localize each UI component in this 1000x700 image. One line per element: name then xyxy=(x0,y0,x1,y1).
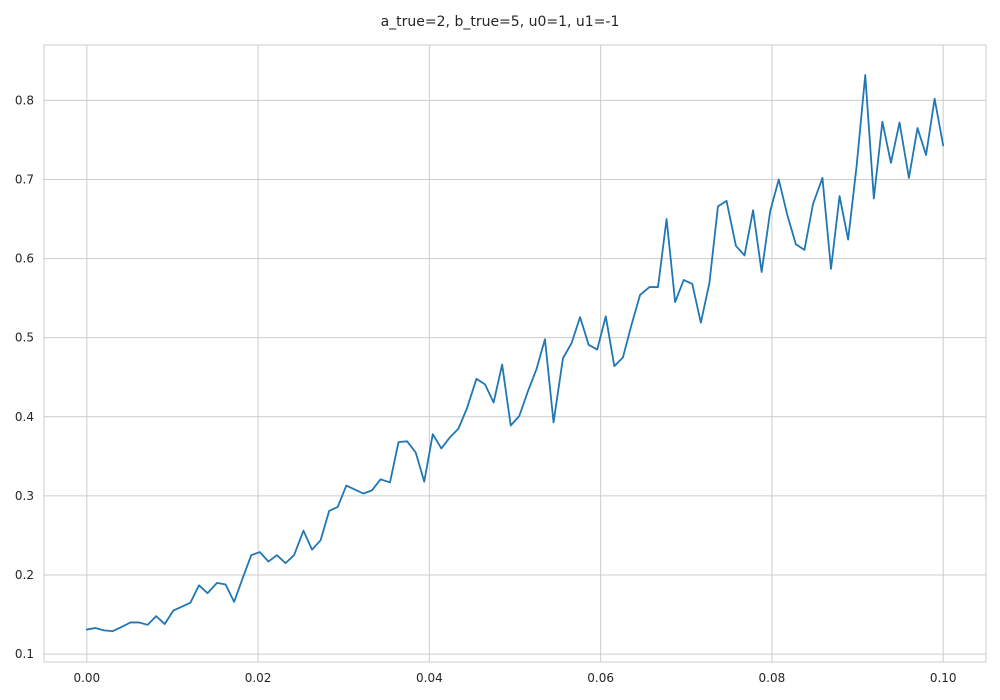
series-line xyxy=(85,74,945,633)
x-tick-label: 0.04 xyxy=(416,671,443,685)
x-tick-label: 0.00 xyxy=(73,671,100,685)
x-tick-label: 0.08 xyxy=(759,671,786,685)
y-tick-label: 0.3 xyxy=(15,489,34,503)
x-tick-label: 0.02 xyxy=(245,671,272,685)
y-tick-label: 0.2 xyxy=(15,568,34,582)
y-tick-label: 0.5 xyxy=(15,331,34,345)
x-tick-label: 0.06 xyxy=(587,671,614,685)
y-tick-label: 0.1 xyxy=(15,647,34,661)
y-tick-label: 0.7 xyxy=(15,172,34,186)
y-tick-label: 0.6 xyxy=(15,252,34,266)
x-tick-label: 0.10 xyxy=(930,671,957,685)
x-axis-ticks: 0.00 0.02 0.04 0.06 0.08 0.10 xyxy=(73,671,956,685)
y-tick-label: 0.8 xyxy=(15,93,34,107)
grid-lines xyxy=(44,45,986,662)
y-axis-ticks: 0.1 0.2 0.3 0.4 0.5 0.6 0.7 0.8 xyxy=(15,93,34,661)
chart-title: a_true=2, b_true=5, u0=1, u1=-1 xyxy=(381,14,620,30)
y-tick-label: 0.4 xyxy=(15,410,34,424)
plot-frame xyxy=(43,44,987,663)
